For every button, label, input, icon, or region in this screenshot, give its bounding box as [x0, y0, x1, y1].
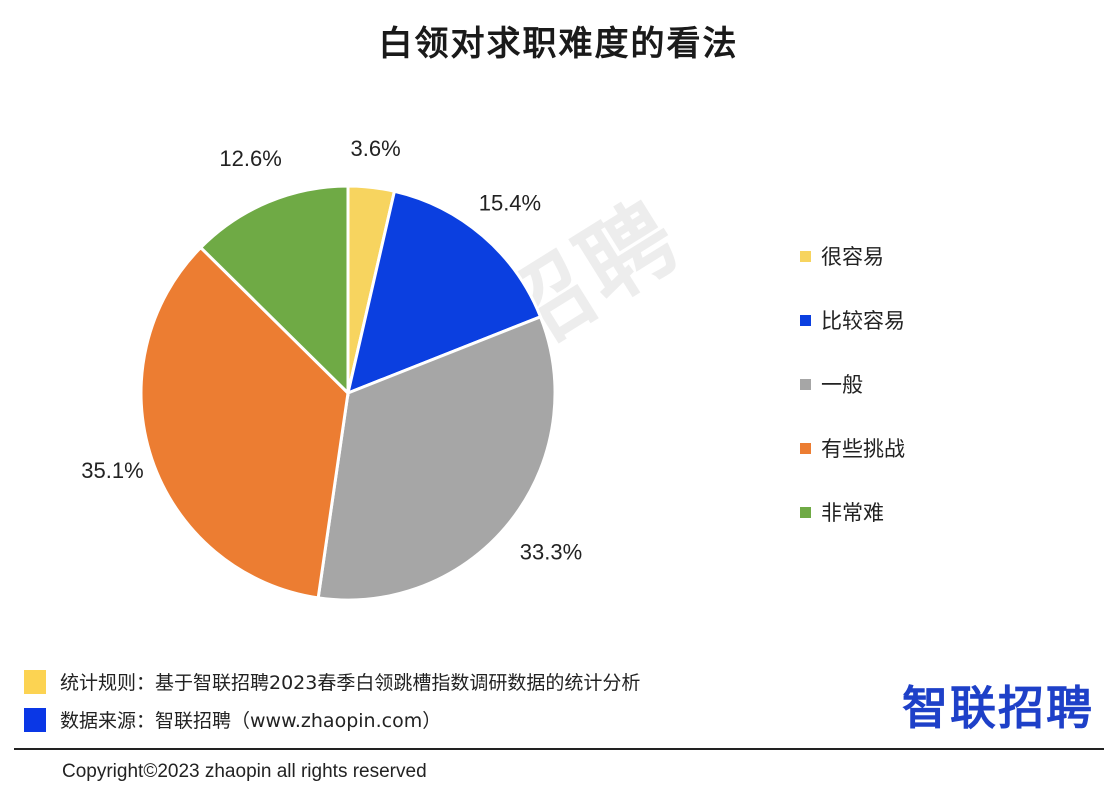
footer-divider	[14, 748, 1104, 750]
legend-item-4: 非常难	[800, 492, 884, 532]
legend-label: 很容易	[821, 245, 884, 269]
legend-swatch	[800, 314, 811, 326]
pie-slice-3	[139, 245, 350, 600]
legend-swatch	[800, 506, 811, 518]
data-label-0: 3.6%	[350, 136, 400, 161]
legend-swatch	[800, 442, 811, 454]
data-label-2: 33.3%	[520, 539, 582, 564]
pie-slice-2	[316, 314, 557, 602]
copyright-text: Copyright©2023 zhaopin all rights reserv…	[62, 761, 427, 782]
pie-slice-1	[345, 189, 543, 396]
brand-logo: 智联招聘	[902, 681, 1094, 735]
rule-text: 统计规则：基于智联招聘2023春季白领跳槽指数调研数据的统计分析	[60, 672, 641, 694]
legend-item-2: 一般	[800, 364, 863, 404]
data-label-1: 15.4%	[479, 190, 541, 215]
legend-label: 一般	[821, 373, 863, 397]
legend-label: 有些挑战	[821, 437, 905, 461]
source-swatch	[24, 707, 46, 732]
chart-title: 白领对求职难度的看法	[378, 24, 739, 64]
legend-swatch	[800, 378, 811, 390]
rule-swatch	[24, 669, 46, 694]
legend-label: 非常难	[821, 501, 884, 525]
legend-swatch	[800, 250, 811, 262]
data-label-4: 12.6%	[219, 146, 281, 171]
footer-note-source: 数据来源：智联招聘（www.zhaopin.com）	[24, 706, 441, 733]
source-text: 数据来源：智联招聘（www.zhaopin.com）	[60, 710, 442, 732]
legend-label: 比较容易	[821, 309, 905, 333]
legend-item-3: 有些挑战	[800, 428, 905, 468]
footer-note-rule: 统计规则：基于智联招聘2023春季白领跳槽指数调研数据的统计分析	[24, 668, 640, 695]
legend-item-0: 很容易	[800, 236, 884, 276]
legend-item-1: 比较容易	[800, 300, 905, 340]
pie-slice-4	[198, 184, 350, 397]
data-label-3: 35.1%	[81, 458, 143, 483]
